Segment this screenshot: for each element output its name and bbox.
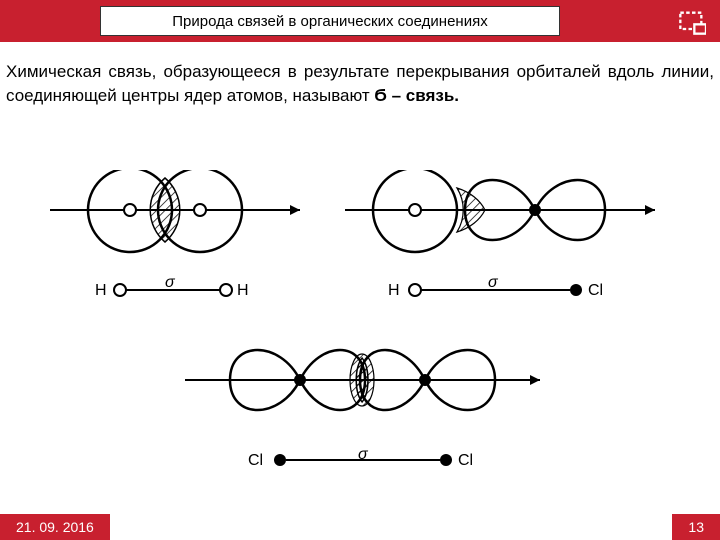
bond2-sigma: σ xyxy=(488,274,498,292)
bond3-left: Cl xyxy=(248,452,263,470)
bond1-right: H xyxy=(237,282,249,300)
bond1-left: H xyxy=(95,282,107,300)
bond2-right: Cl xyxy=(588,282,603,300)
footer-date: 21. 09. 2016 xyxy=(0,514,110,540)
desc-bold: Ϭ – связь. xyxy=(374,86,459,105)
logo-icon xyxy=(678,8,706,36)
bond1-sigma: σ xyxy=(165,274,175,292)
description-text: Химическая связь, образующееся в результ… xyxy=(6,60,714,108)
orbitals-svg xyxy=(0,170,720,490)
page-title: Природа связей в органических соединения… xyxy=(100,6,560,36)
footer-page-number: 13 xyxy=(672,514,720,540)
bond3-sigma: σ xyxy=(358,446,368,464)
orbital-diagrams: H σ H H σ Cl Cl σ Cl xyxy=(0,170,720,490)
desc-part1: Химическая связь, образующееся в результ… xyxy=(6,62,714,105)
bond3-right: Cl xyxy=(458,452,473,470)
bond2-left: H xyxy=(388,282,400,300)
